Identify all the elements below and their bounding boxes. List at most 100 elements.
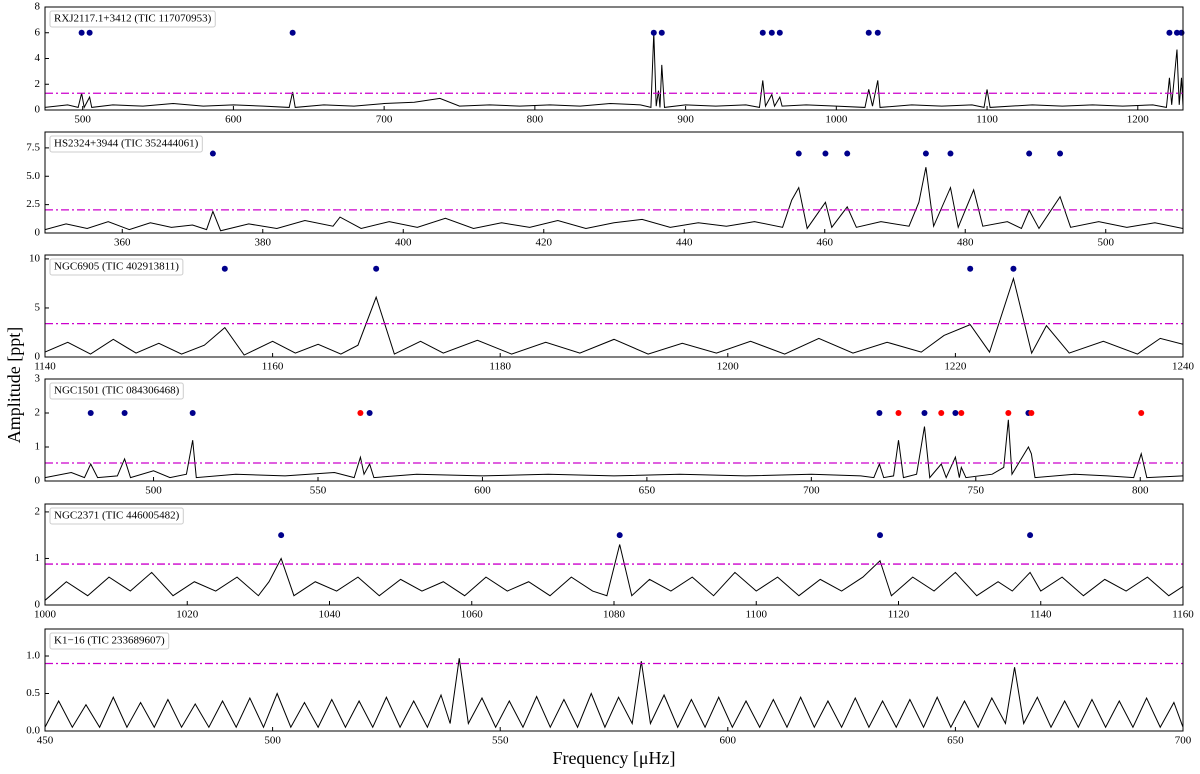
- panel-label-box: [49, 258, 184, 276]
- mode-marker: [895, 410, 902, 416]
- mode-marker: [289, 29, 296, 36]
- panel: 360 380 400 420 440 460 480 500 0 2.5 5.0 7.5 HS2324…: [26, 131, 1184, 249]
- mode-marker: [865, 29, 872, 36]
- mode-marker: [1057, 150, 1064, 157]
- mode-marker: [78, 29, 85, 36]
- mode-marker: [938, 410, 945, 416]
- x-tick-label: 440: [676, 237, 693, 249]
- spectrum-line: [45, 544, 1183, 601]
- x-tick-label: 420: [536, 237, 553, 249]
- y-tick-label: 2: [35, 407, 41, 419]
- axes-frame: [44, 254, 1184, 358]
- mode-marker: [947, 150, 954, 157]
- y-tick-label: 2: [35, 78, 41, 90]
- panel-label-box: [49, 382, 184, 400]
- mode-marker: [357, 410, 364, 416]
- mode-marker: [952, 410, 959, 416]
- axes-frame: [44, 131, 1184, 234]
- panel: 1000 1020 1040 1060 1080 1100 1120 1140 1160 0 1 2 N…: [34, 503, 1194, 621]
- x-tick-label: 460: [816, 237, 833, 249]
- y-tick-label: 4: [35, 52, 41, 64]
- mode-marker: [874, 29, 881, 36]
- y-tick-label: 6: [35, 26, 41, 38]
- panel-label-box: [49, 10, 216, 28]
- mode-marker: [1026, 150, 1033, 157]
- x-tick-label: 1180: [489, 361, 511, 373]
- x-axis-label: Frequency [μHz]: [552, 748, 675, 768]
- x-tick-label: 1140: [34, 361, 56, 373]
- x-tick-label: 700: [803, 485, 820, 497]
- mode-marker: [87, 410, 94, 416]
- y-tick-label: 7.5: [26, 141, 40, 153]
- mode-marker: [921, 410, 928, 416]
- x-tick-label: 700: [376, 114, 393, 126]
- mode-marker: [1027, 532, 1034, 539]
- x-tick-label: 650: [639, 485, 656, 497]
- y-tick-label: 0.5: [26, 687, 40, 699]
- y-tick-label: 0: [35, 227, 41, 239]
- axes-frame: [44, 503, 1184, 606]
- y-tick-label: 0: [35, 351, 41, 363]
- y-tick-label: 10: [29, 252, 41, 264]
- panel-label: NGC2371 (TIC 446005482): [54, 510, 180, 522]
- mode-marker: [795, 150, 802, 157]
- y-tick-label: 1: [35, 552, 41, 564]
- mode-marker: [221, 265, 228, 272]
- x-tick-label: 550: [310, 485, 327, 497]
- mode-marker: [366, 410, 373, 416]
- x-tick-label: 550: [492, 735, 509, 747]
- y-tick-label: 8: [35, 1, 41, 13]
- y-axis-label: Amplitude [ppt]: [4, 327, 24, 443]
- x-tick-label: 1160: [1172, 609, 1194, 621]
- spectrum-line: [45, 32, 1183, 109]
- x-tick-label: 1140: [1030, 609, 1052, 621]
- x-tick-label: 500: [74, 114, 91, 126]
- x-tick-label: 800: [527, 114, 544, 126]
- x-tick-label: 650: [947, 735, 964, 747]
- x-tick-label: 1020: [176, 609, 199, 621]
- mode-marker: [86, 29, 93, 36]
- panel-label: HS2324+3944 (TIC 352444061): [54, 138, 199, 150]
- mode-marker: [650, 29, 657, 36]
- mode-marker: [1010, 265, 1017, 272]
- mode-marker: [1166, 29, 1173, 36]
- y-tick-label: 5: [35, 301, 41, 313]
- x-tick-label: 380: [255, 237, 272, 249]
- mode-marker: [189, 410, 196, 416]
- x-tick-label: 500: [1097, 237, 1114, 249]
- y-tick-label: 0: [35, 104, 41, 116]
- y-tick-label: 1.0: [26, 650, 40, 662]
- panel-label-box: [49, 135, 203, 153]
- y-tick-label: 3: [35, 373, 41, 385]
- x-tick-label: 600: [225, 114, 242, 126]
- mode-marker: [877, 532, 884, 539]
- x-tick-label: 1100: [745, 609, 767, 621]
- x-tick-label: 600: [720, 735, 737, 747]
- panel-label-box: [49, 507, 184, 525]
- panel-label: NGC6905 (TIC 402913811): [54, 261, 179, 273]
- mode-marker: [1173, 29, 1180, 36]
- mode-marker: [967, 265, 974, 272]
- mode-marker: [1005, 410, 1012, 416]
- mode-marker: [759, 29, 766, 36]
- mode-marker: [844, 150, 851, 157]
- x-tick-label: 750: [968, 485, 985, 497]
- x-tick-label: 400: [395, 237, 412, 249]
- y-tick-label: 2: [35, 505, 41, 517]
- x-tick-label: 1200: [1127, 114, 1150, 126]
- x-tick-label: 1100: [976, 114, 998, 126]
- mode-marker: [658, 29, 665, 36]
- mode-marker: [616, 532, 623, 539]
- x-tick-label: 1080: [603, 609, 626, 621]
- mode-marker: [776, 29, 783, 36]
- x-tick-label: 1040: [319, 609, 342, 621]
- y-tick-label: 1: [35, 441, 41, 453]
- axes-frame: [44, 628, 1184, 732]
- panel-label: NGC1501 (TIC 084306468): [54, 385, 180, 397]
- mode-marker: [768, 29, 775, 36]
- x-tick-label: 1200: [717, 361, 740, 373]
- y-tick-label: 0: [35, 475, 41, 487]
- x-tick-label: 1000: [34, 609, 57, 621]
